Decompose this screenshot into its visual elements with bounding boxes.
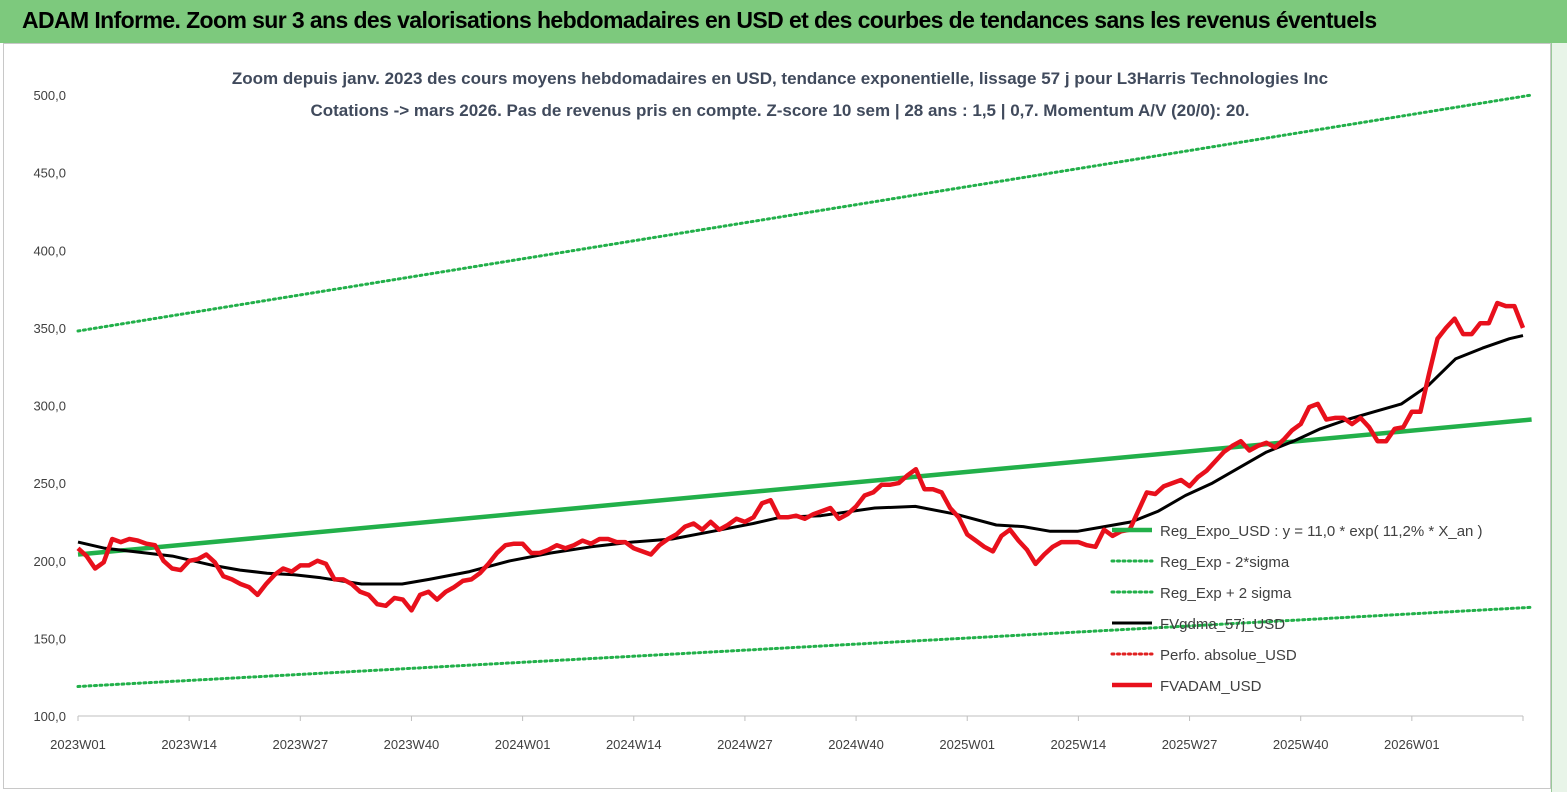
- series-line-5: [76, 300, 1526, 613]
- x-tick-label: 2024W27: [717, 737, 773, 752]
- series-line-2: [76, 93, 1534, 333]
- right-scroll-strip: [1551, 43, 1567, 792]
- x-tick-label: 2025W14: [1051, 737, 1107, 752]
- y-tick-label: 450,0: [33, 166, 66, 181]
- legend-label: FVgdma_57j_USD: [1160, 616, 1285, 633]
- x-tick-label: 2023W40: [384, 737, 440, 752]
- x-tick-label: 2025W40: [1273, 737, 1329, 752]
- header-banner: ADAM Informe. Zoom sur 3 ans des valoris…: [0, 0, 1567, 43]
- x-tick-label: 2023W14: [161, 737, 217, 752]
- x-tick-label: 2026W01: [1384, 737, 1440, 752]
- x-tick-label: 2025W27: [1162, 737, 1218, 752]
- y-tick-label: 300,0: [33, 399, 66, 414]
- legend-label: Reg_Expo_USD : y = 11,0 * exp( 11,2% * X…: [1160, 523, 1483, 540]
- y-tick-label: 250,0: [33, 476, 66, 491]
- legend-label: Perfo. absolue_USD: [1160, 647, 1297, 664]
- legend-label: FVADAM_USD: [1160, 678, 1262, 695]
- chart-title: Zoom depuis janv. 2023 des cours moyens …: [232, 69, 1328, 88]
- chart-frame: [3, 43, 1551, 789]
- y-tick-label: 150,0: [33, 631, 66, 646]
- x-tick-label: 2024W14: [606, 737, 662, 752]
- x-tick-label: 2025W01: [939, 737, 995, 752]
- x-tick-label: 2023W27: [272, 737, 328, 752]
- series-line-3: [77, 334, 1524, 586]
- chart-axes: 100,0 150,0 200,0 250,0 300,0 350,0 400,0 450,0…: [33, 88, 1524, 752]
- x-tick-label: 2023W01: [50, 737, 106, 752]
- legend-label: Reg_Exp - 2*sigma: [1160, 554, 1290, 571]
- x-tick-label: 2024W01: [495, 737, 551, 752]
- y-tick-label: 100,0: [33, 709, 66, 724]
- y-tick-label: 200,0: [33, 554, 66, 569]
- y-tick-label: 350,0: [33, 321, 66, 336]
- banner-title: ADAM Informe. Zoom sur 3 ans des valoris…: [22, 7, 1377, 33]
- chart-subtitle: Cotations -> mars 2026. Pas de revenus p…: [310, 101, 1249, 120]
- chart-legend: Reg_Expo_USD : y = 11,0 * exp( 11,2% * X…: [1110, 523, 1483, 695]
- plot-area: [76, 93, 1534, 688]
- x-tick-label: 2024W40: [828, 737, 884, 752]
- y-tick-label: 400,0: [33, 243, 66, 258]
- y-tick-label: 500,0: [33, 88, 66, 103]
- legend-label: Reg_Exp + 2 sigma: [1160, 585, 1292, 602]
- series-line-1: [76, 605, 1534, 688]
